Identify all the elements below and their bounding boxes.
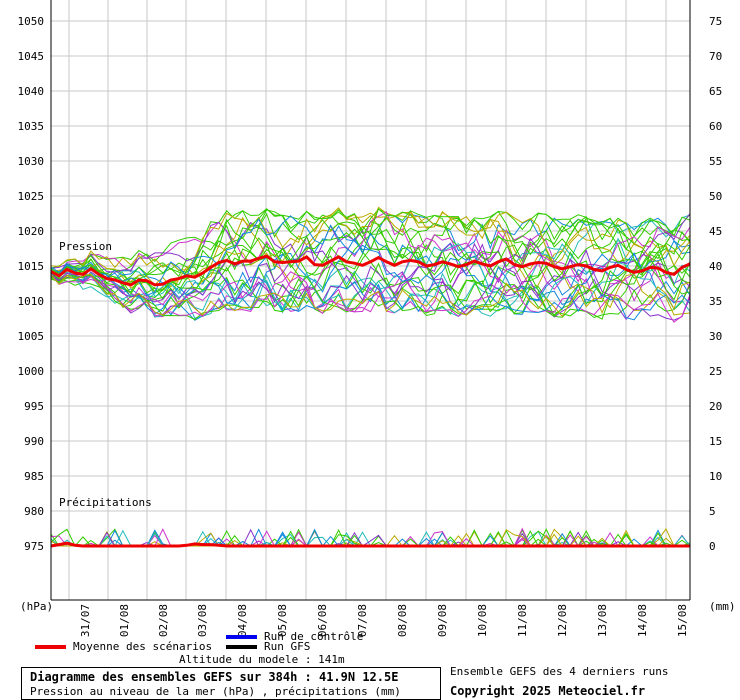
- left-tick-label: 980: [24, 505, 44, 518]
- left-tick-label: 985: [24, 470, 44, 483]
- x-tick-label: 06/08: [316, 604, 329, 637]
- right-tick-label: 20: [709, 400, 722, 413]
- left-tick-label: 975: [24, 540, 44, 553]
- precip-section-label: Précipitations: [59, 496, 152, 509]
- left-tick-label: 1005: [18, 330, 45, 343]
- ensemble-pressure-line: [50, 248, 691, 321]
- ensemble-pressure-line: [50, 246, 691, 319]
- left-tick-label: 1040: [18, 85, 45, 98]
- model-altitude: Altitude du modele : 141m: [179, 653, 345, 666]
- x-tick-label: 12/08: [556, 604, 569, 637]
- left-tick-label: 990: [24, 435, 44, 448]
- legend-control-swatch: [226, 635, 257, 639]
- left-tick-label: 1030: [18, 155, 45, 168]
- right-tick-label: 35: [709, 295, 722, 308]
- right-tick-label: 50: [709, 190, 722, 203]
- copyright: Copyright 2025 Meteociel.fr: [450, 684, 646, 698]
- right-tick-label: 0: [709, 540, 716, 553]
- left-tick-label: 995: [24, 400, 44, 413]
- ensemble-pressure-line: [50, 273, 691, 318]
- right-tick-label: 5: [709, 505, 716, 518]
- chart-subtitle: Pression au niveau de la mer (hPa) , pré…: [30, 685, 401, 698]
- left-tick-label: 1020: [18, 225, 45, 238]
- x-tick-label: 09/08: [436, 604, 449, 637]
- x-tick-label: 01/08: [118, 604, 131, 637]
- legend-control-label: Run de contrôle: [264, 630, 364, 643]
- mean-precip-line: [50, 541, 690, 548]
- x-tick-label: 04/08: [236, 604, 249, 637]
- x-tick-label: 15/08: [676, 604, 689, 637]
- right-tick-label: 60: [709, 120, 722, 133]
- x-tick-label: 08/08: [396, 604, 409, 637]
- left-tick-label: 1025: [18, 190, 45, 203]
- right-tick-label: 75: [709, 15, 722, 28]
- right-axis-unit: (mm): [709, 600, 736, 613]
- right-tick-label: 70: [709, 50, 722, 63]
- ensemble-pressure-line: [50, 208, 691, 296]
- left-tick-label: 1000: [18, 365, 45, 378]
- x-tick-label: 11/08: [516, 604, 529, 637]
- mean-pressure-line: [50, 254, 691, 287]
- right-tick-label: 15: [709, 435, 722, 448]
- right-tick-label: 25: [709, 365, 722, 378]
- x-tick-label: 13/08: [596, 604, 609, 637]
- x-tick-label: 31/07: [79, 604, 92, 637]
- right-tick-label: 65: [709, 85, 722, 98]
- ensemble-pressure-line: [50, 213, 691, 301]
- ensemble-pressure-line: [50, 271, 691, 323]
- left-tick-label: 1015: [18, 260, 45, 273]
- x-tick-label: 05/08: [276, 604, 289, 637]
- ensemble-pressure-line: [50, 213, 691, 295]
- ensemble-pressure-line: [50, 206, 691, 291]
- left-tick-label: 1050: [18, 15, 45, 28]
- chart-title: Diagramme des ensembles GEFS sur 384h : …: [30, 670, 399, 684]
- legend-gfs-swatch: [226, 645, 257, 649]
- chart-caption-box: Diagramme des ensembles GEFS sur 384h : …: [21, 667, 441, 700]
- ensemble-pressure-line: [50, 236, 691, 321]
- chart-grid: [51, 0, 690, 600]
- x-tick-label: 03/08: [196, 604, 209, 637]
- left-tick-label: 1035: [18, 120, 45, 133]
- x-tick-label: 02/08: [157, 604, 170, 637]
- right-tick-label: 45: [709, 225, 722, 238]
- right-tick-label: 40: [709, 260, 722, 273]
- legend-gfs-label: Run GFS: [264, 640, 311, 653]
- right-tick-label: 30: [709, 330, 722, 343]
- ensemble-pressure-line: [50, 215, 691, 321]
- x-tick-label: 14/08: [636, 604, 649, 637]
- pressure-section-label: Pression: [59, 240, 112, 253]
- right-tick-label: 10: [709, 470, 722, 483]
- x-tick-label: 10/08: [476, 604, 489, 637]
- left-axis-unit: (hPa): [20, 600, 53, 613]
- legend-mean-swatch: [35, 645, 66, 649]
- left-tick-label: 1045: [18, 50, 45, 63]
- chart-axes: 9759809859909951000100510101015102010251…: [18, 0, 736, 637]
- ensemble-pressure-line: [50, 207, 691, 316]
- x-tick-label: 07/08: [356, 604, 369, 637]
- runs-note: Ensemble GEFS des 4 derniers runs: [450, 665, 669, 678]
- ensemble-pressure-line: [50, 221, 691, 313]
- ensemble-pressure-line: [50, 253, 691, 316]
- left-tick-label: 1010: [18, 295, 45, 308]
- ensemble-pressure-line: [50, 214, 691, 318]
- ensemble-pressure-line: [50, 232, 691, 315]
- legend-mean-label: Moyenne des scénarios: [73, 640, 213, 653]
- right-tick-label: 55: [709, 155, 722, 168]
- mean-series: [50, 254, 691, 548]
